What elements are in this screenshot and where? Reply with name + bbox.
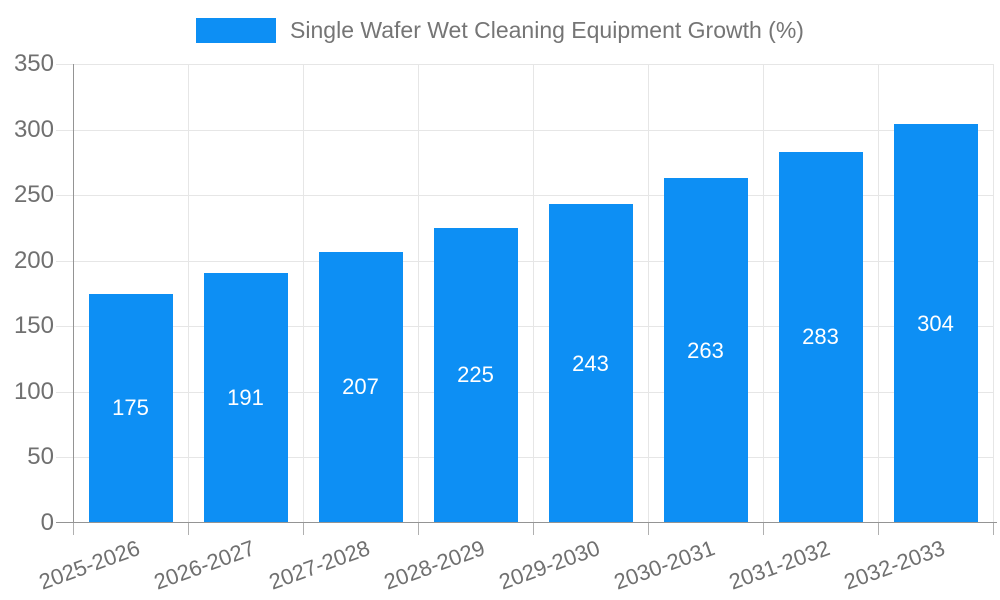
bar-value-label: 207 bbox=[342, 374, 379, 400]
x-axis-tick bbox=[993, 523, 994, 535]
x-axis-tick bbox=[763, 523, 764, 535]
x-axis-label: 2027-2028 bbox=[265, 535, 374, 595]
legend-item[interactable]: Single Wafer Wet Cleaning Equipment Grow… bbox=[0, 17, 1000, 44]
x-axis-label: 2026-2027 bbox=[150, 535, 259, 595]
x-axis-tick bbox=[648, 523, 649, 535]
x-axis-tick bbox=[533, 523, 534, 535]
y-axis-label: 300 bbox=[13, 115, 54, 143]
x-axis-label: 2029-2030 bbox=[495, 535, 604, 595]
v-gridline bbox=[763, 64, 764, 523]
y-axis-label: 200 bbox=[13, 246, 54, 274]
x-axis-tick bbox=[188, 523, 189, 535]
y-axis-label: 350 bbox=[13, 50, 54, 77]
x-axis-label: 2032-2033 bbox=[840, 535, 949, 595]
h-gridline bbox=[56, 195, 993, 197]
v-gridline bbox=[993, 64, 994, 523]
bar-value-label: 263 bbox=[687, 337, 724, 363]
v-gridline bbox=[533, 64, 534, 523]
bar-value-label: 191 bbox=[227, 384, 264, 410]
h-gridline bbox=[56, 64, 993, 65]
bar-value-label: 175 bbox=[112, 395, 149, 421]
y-axis-label: 0 bbox=[40, 509, 54, 536]
legend-swatch bbox=[196, 18, 277, 43]
x-axis-tick bbox=[418, 523, 419, 535]
bar[interactable]: 207 bbox=[318, 251, 403, 523]
v-gridline bbox=[878, 64, 879, 523]
y-axis-label: 150 bbox=[13, 312, 54, 340]
h-gridline bbox=[56, 457, 993, 459]
v-gridline bbox=[418, 64, 419, 523]
bar-value-label: 283 bbox=[802, 324, 839, 350]
legend-label: Single Wafer Wet Cleaning Equipment Grow… bbox=[290, 17, 804, 43]
bar[interactable]: 243 bbox=[548, 204, 633, 523]
bar[interactable]: 263 bbox=[663, 178, 748, 523]
bar[interactable]: 283 bbox=[778, 151, 863, 523]
bar[interactable]: 175 bbox=[88, 293, 173, 523]
plot-area: 0 50 100 150 200 250 300 350 175 2025-2026 191 2026… bbox=[14, 52, 997, 595]
v-gridline bbox=[188, 64, 189, 523]
y-axis-label: 250 bbox=[13, 181, 54, 209]
x-axis-tick bbox=[303, 523, 304, 535]
y-axis-label: 50 bbox=[27, 443, 54, 471]
x-axis-label: 2030-2031 bbox=[610, 535, 719, 595]
bar-value-label: 243 bbox=[572, 350, 609, 376]
h-gridline bbox=[56, 129, 993, 131]
y-axis-line bbox=[73, 64, 74, 523]
bar[interactable]: 304 bbox=[893, 124, 978, 523]
h-gridline bbox=[56, 391, 993, 393]
x-axis-tick bbox=[73, 523, 74, 535]
x-axis-tick bbox=[878, 523, 879, 535]
x-axis-label: 2025-2026 bbox=[35, 535, 144, 595]
h-gridline bbox=[56, 326, 993, 328]
x-axis-label: 2028-2029 bbox=[380, 535, 489, 595]
h-gridline bbox=[56, 260, 993, 262]
v-gridline bbox=[648, 64, 649, 523]
bar-value-label: 225 bbox=[457, 362, 494, 388]
y-axis-label: 100 bbox=[13, 377, 54, 405]
x-axis-line bbox=[56, 522, 997, 523]
v-gridline bbox=[303, 64, 304, 523]
bar[interactable]: 191 bbox=[203, 272, 288, 523]
bar-value-label: 304 bbox=[917, 310, 954, 336]
x-axis-label: 2031-2032 bbox=[725, 535, 834, 595]
bar[interactable]: 225 bbox=[433, 227, 518, 523]
